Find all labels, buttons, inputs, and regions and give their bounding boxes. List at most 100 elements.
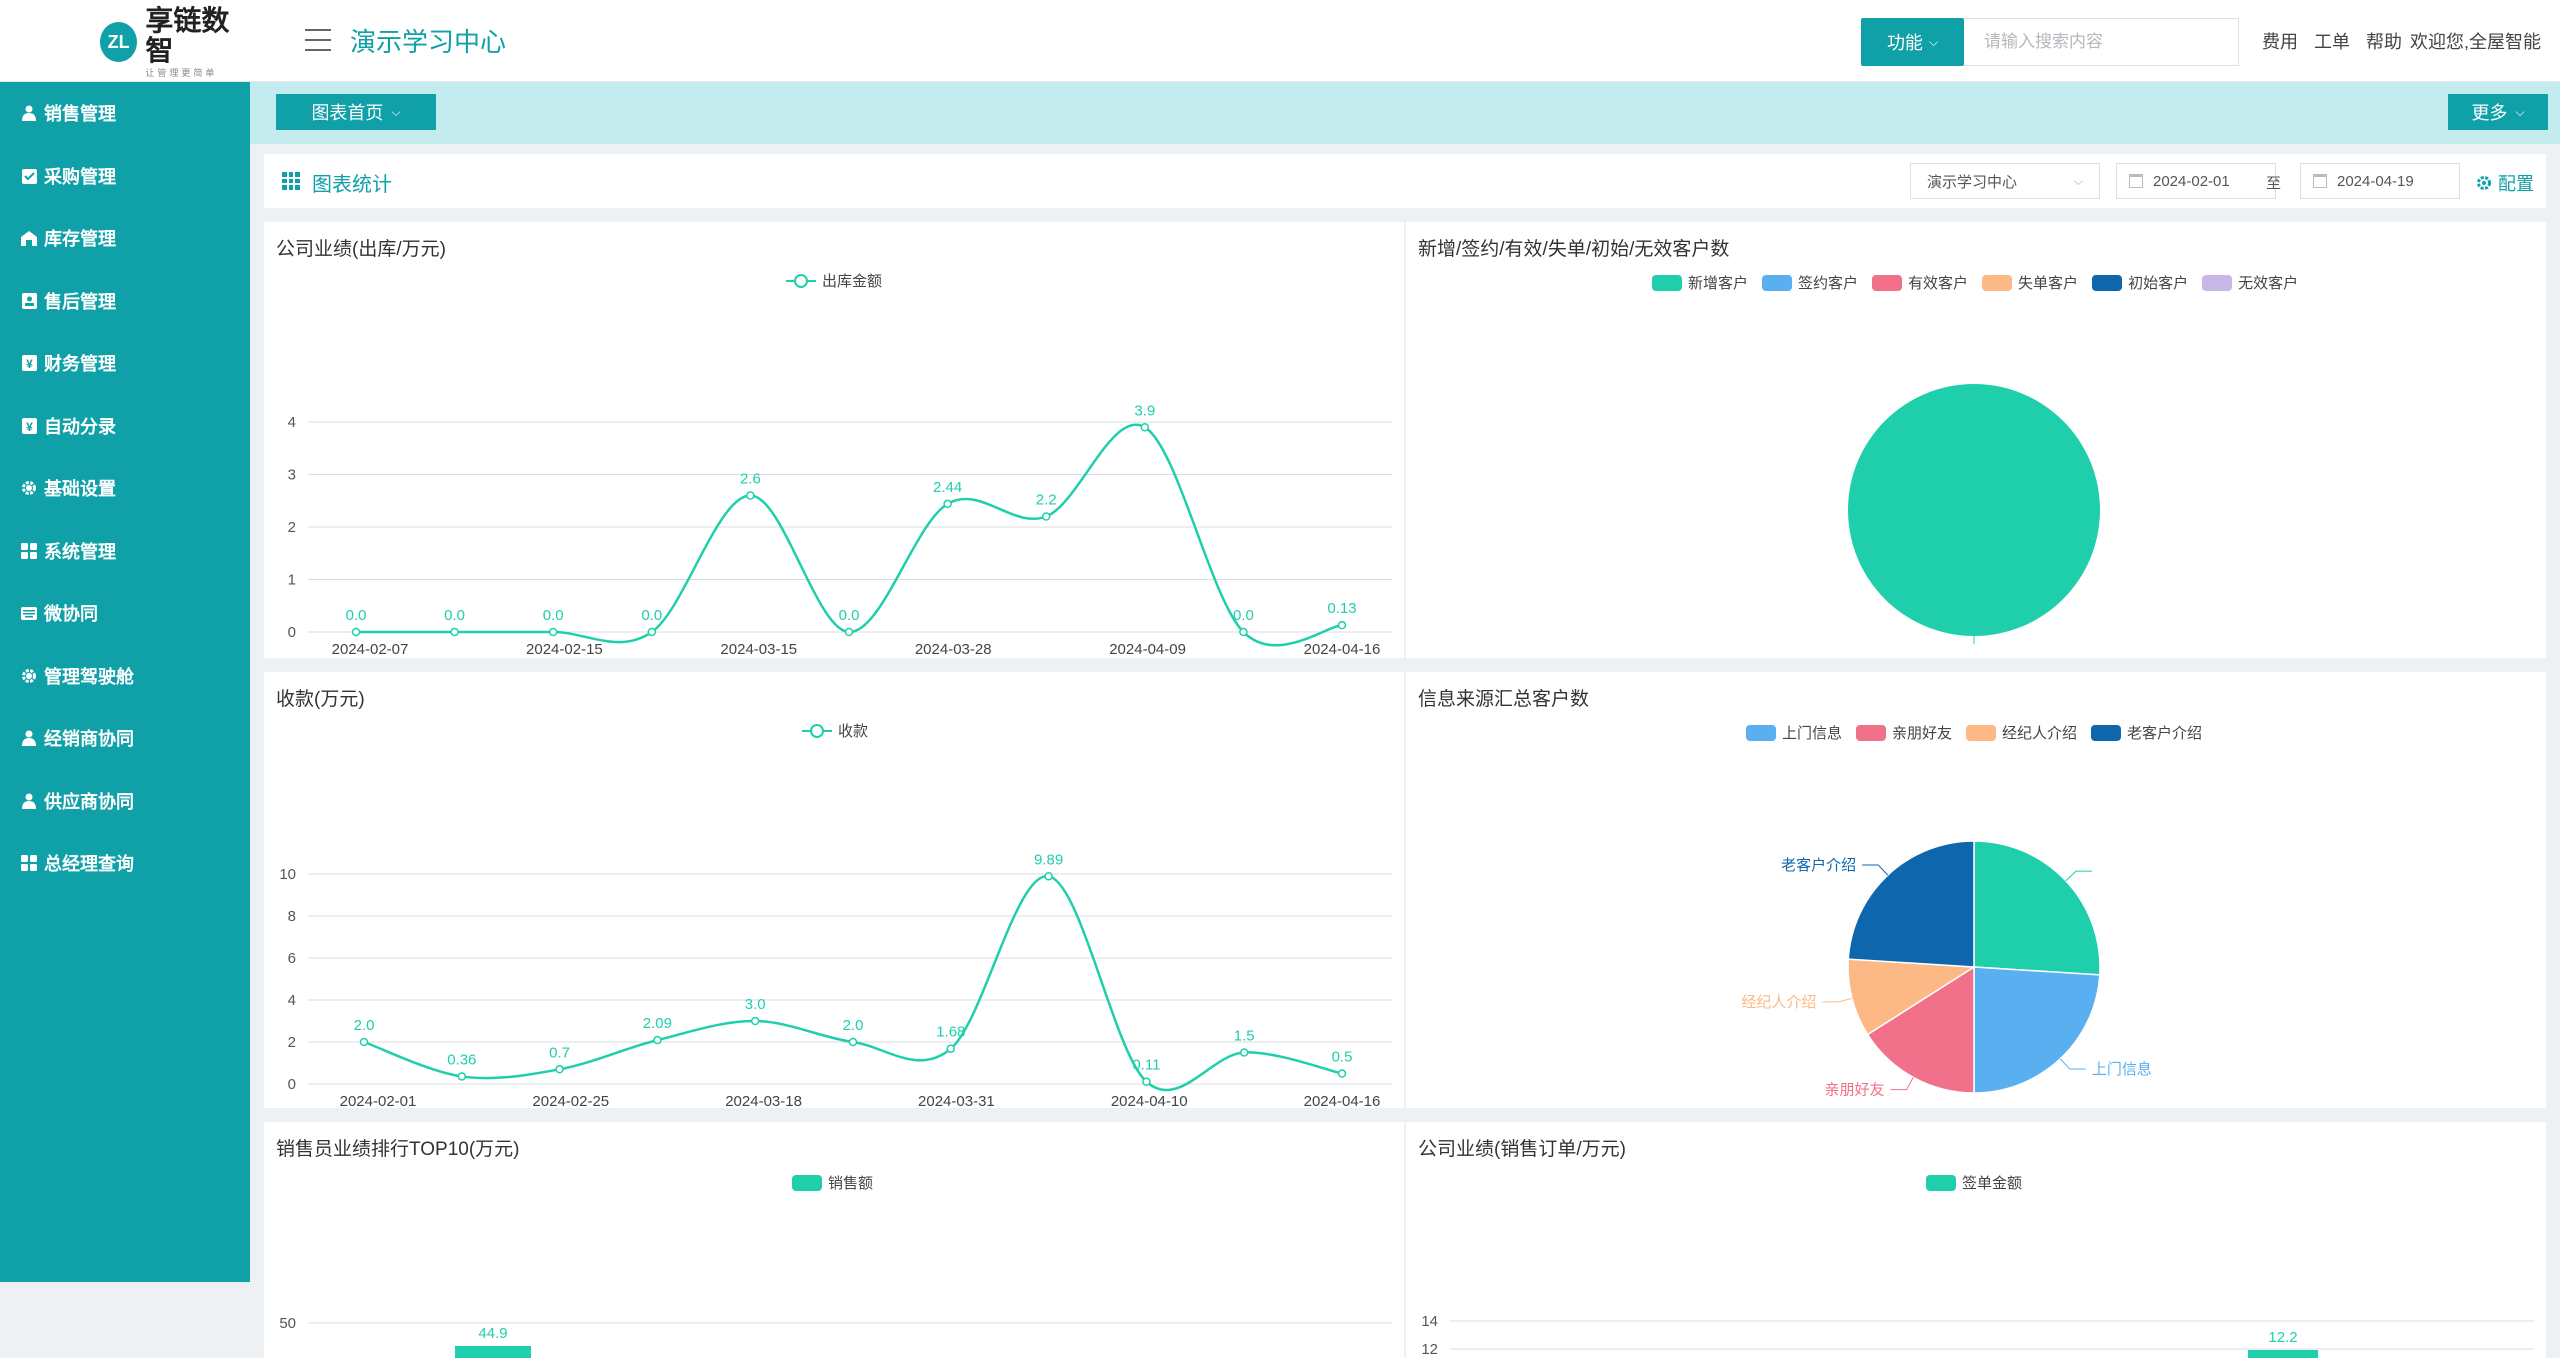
data-label: 0.13 (1327, 600, 1356, 617)
data-point (1239, 627, 1248, 637)
label-leader (1890, 1077, 1914, 1091)
yen-icon: ¥ (20, 417, 38, 435)
chart-title: 公司业绩(出库/万元) (276, 239, 446, 260)
legend-label: 失单客户 (2018, 275, 2079, 292)
legend-label: 出库金额 (822, 273, 883, 290)
data-point (647, 627, 657, 637)
x-tick-label: 2024-03-28 (915, 641, 992, 658)
data-label: 1.68 (936, 1024, 965, 1041)
tab-chart-home[interactable]: 图表首页 ⌵ (276, 94, 436, 130)
y-tick-label: 3 (288, 467, 296, 484)
sidebar-item-label: 售后管理 (44, 291, 116, 312)
y-tick-label: 4 (288, 992, 296, 1009)
chart-legend[interactable]: 签单金额 (1926, 1172, 2022, 1193)
chart-legend[interactable]: 销售额 (792, 1172, 873, 1193)
legend-item[interactable]: 上门信息 (1746, 722, 1842, 743)
tab-label: 图表首页 (311, 103, 384, 123)
sidebar-item-micro-collab[interactable]: 微协同 (0, 582, 250, 645)
link-help[interactable]: 帮助 (2366, 32, 2402, 52)
calendar-icon (2129, 174, 2143, 188)
chart-panel-sales-ranking: 销售员业绩排行TOP10(万元) 销售额 50 44.9 (264, 1122, 1404, 1358)
chart-legend[interactable]: 上门信息 亲朋好友 经纪人介绍 老客户介绍 (1746, 722, 2202, 743)
sidebar-item-system[interactable]: 系统管理 (0, 520, 250, 583)
legend-label: 无效客户 (2238, 275, 2299, 292)
sidebar-item-gm-query[interactable]: 总经理查询 (0, 832, 250, 895)
y-tick-label: 8 (288, 908, 296, 925)
search-input[interactable] (1964, 18, 2239, 66)
sidebar-item-supplier[interactable]: 供应商协同 (0, 770, 250, 833)
data-label: 0.0 (346, 607, 367, 624)
data-point (844, 627, 854, 637)
legend-label: 收款 (838, 723, 869, 740)
date-to-input[interactable]: 2024-04-19 (2300, 163, 2460, 199)
sidebar-item-purchase[interactable]: 采购管理 (0, 145, 250, 208)
sidebar-item-finance[interactable]: ¥ 财务管理 (0, 332, 250, 395)
gear-icon (2477, 176, 2491, 190)
sidebar-item-dealer[interactable]: 经销商协同 (0, 707, 250, 770)
data-point (1041, 512, 1051, 521)
sidebar-item-basic-settings[interactable]: 基础设置 (0, 457, 250, 520)
clipboard-check-icon (20, 167, 38, 185)
pie-slice (1973, 840, 2101, 976)
calendar-icon (2313, 174, 2327, 188)
sidebar-item-sales[interactable]: 销售管理 (0, 82, 250, 145)
data-label: 1.5 (1234, 1028, 1255, 1045)
legend-swatch (2202, 274, 2233, 291)
data-point (457, 1072, 467, 1081)
date-from-input[interactable]: 2024-02-01 (2116, 163, 2276, 199)
chart-title: 信息来源汇总客户数 (1418, 689, 1590, 710)
data-label: 0.0 (641, 607, 662, 624)
legend-item[interactable]: 亲朋好友 (1856, 722, 1952, 743)
data-label: 2.44 (933, 479, 962, 496)
org-select[interactable]: 演示学习中心 ⌵ (1910, 163, 2100, 199)
chart-legend[interactable]: 收款 (802, 720, 868, 741)
more-button[interactable]: 更多 ⌵ (2448, 94, 2548, 130)
id-card-icon (20, 292, 38, 310)
legend-swatch (1966, 724, 1997, 741)
slice-label: 老客户介绍 (1781, 857, 1856, 874)
data-point (555, 1065, 564, 1074)
data-point (746, 491, 755, 500)
chart-legend[interactable]: 新增客户 签约客户 有效客户 失单客户 初始客户 无效客户 (1652, 272, 2298, 293)
data-label: 0.0 (444, 607, 465, 624)
x-tick-label: 2024-04-16 (1304, 641, 1381, 658)
sidebar-item-aftersales[interactable]: 售后管理 (0, 270, 250, 333)
grid-icon (282, 172, 300, 190)
legend-item[interactable]: 有效客户 (1872, 272, 1968, 293)
chart-legend[interactable]: 出库金额 (786, 270, 882, 291)
logo-slogan: 让管理更简单 (145, 67, 218, 78)
data-label: 44.9 (478, 1325, 507, 1342)
legend-swatch (1762, 274, 1793, 291)
config-button[interactable]: 配置 (2476, 170, 2534, 196)
data-point (1142, 1077, 1151, 1086)
data-label: 0.5 (1332, 1049, 1353, 1066)
sidebar-item-label: 自动分录 (44, 416, 116, 437)
logo[interactable]: ZL 享链数智 让管理更简单 (100, 5, 250, 78)
data-point (351, 627, 361, 637)
legend-item[interactable]: 经纪人介绍 (1966, 722, 2077, 743)
legend-item[interactable]: 失单客户 (1982, 272, 2078, 293)
sidebar-item-cockpit[interactable]: 管理驾驶舱 (0, 645, 250, 708)
welcome-text[interactable]: 欢迎您,全屋智能 (2410, 32, 2542, 52)
legend-item[interactable]: 老客户介绍 (2091, 722, 2202, 743)
legend-item[interactable]: 签约客户 (1762, 272, 1858, 293)
more-label: 更多 (2471, 103, 2508, 123)
function-button[interactable]: 功能 ⌵ (1861, 18, 1964, 66)
label-leader (2059, 1058, 2086, 1070)
chevron-down-icon: ⌵ (391, 104, 401, 119)
legend-item[interactable]: 无效客户 (2202, 272, 2298, 293)
y-tick-label: 2 (288, 1034, 296, 1051)
sidebar-item-label: 微协同 (44, 604, 98, 625)
data-label: 3.0 (745, 996, 766, 1013)
gear-icon (20, 479, 38, 497)
link-ticket[interactable]: 工单 (2314, 32, 2350, 52)
sidebar-item-auto-entry[interactable]: ¥ 自动分录 (0, 395, 250, 458)
link-expense[interactable]: 费用 (2262, 32, 2298, 52)
menu-toggle-icon[interactable] (305, 29, 331, 51)
y-tick-label: 0 (288, 1076, 296, 1093)
legend-item[interactable]: 新增客户 (1652, 272, 1748, 293)
pie-slice (1847, 840, 1975, 968)
legend-item[interactable]: 初始客户 (2092, 272, 2188, 293)
sidebar-item-inventory[interactable]: 库存管理 (0, 207, 250, 270)
legend-label: 上门信息 (1782, 725, 1843, 742)
